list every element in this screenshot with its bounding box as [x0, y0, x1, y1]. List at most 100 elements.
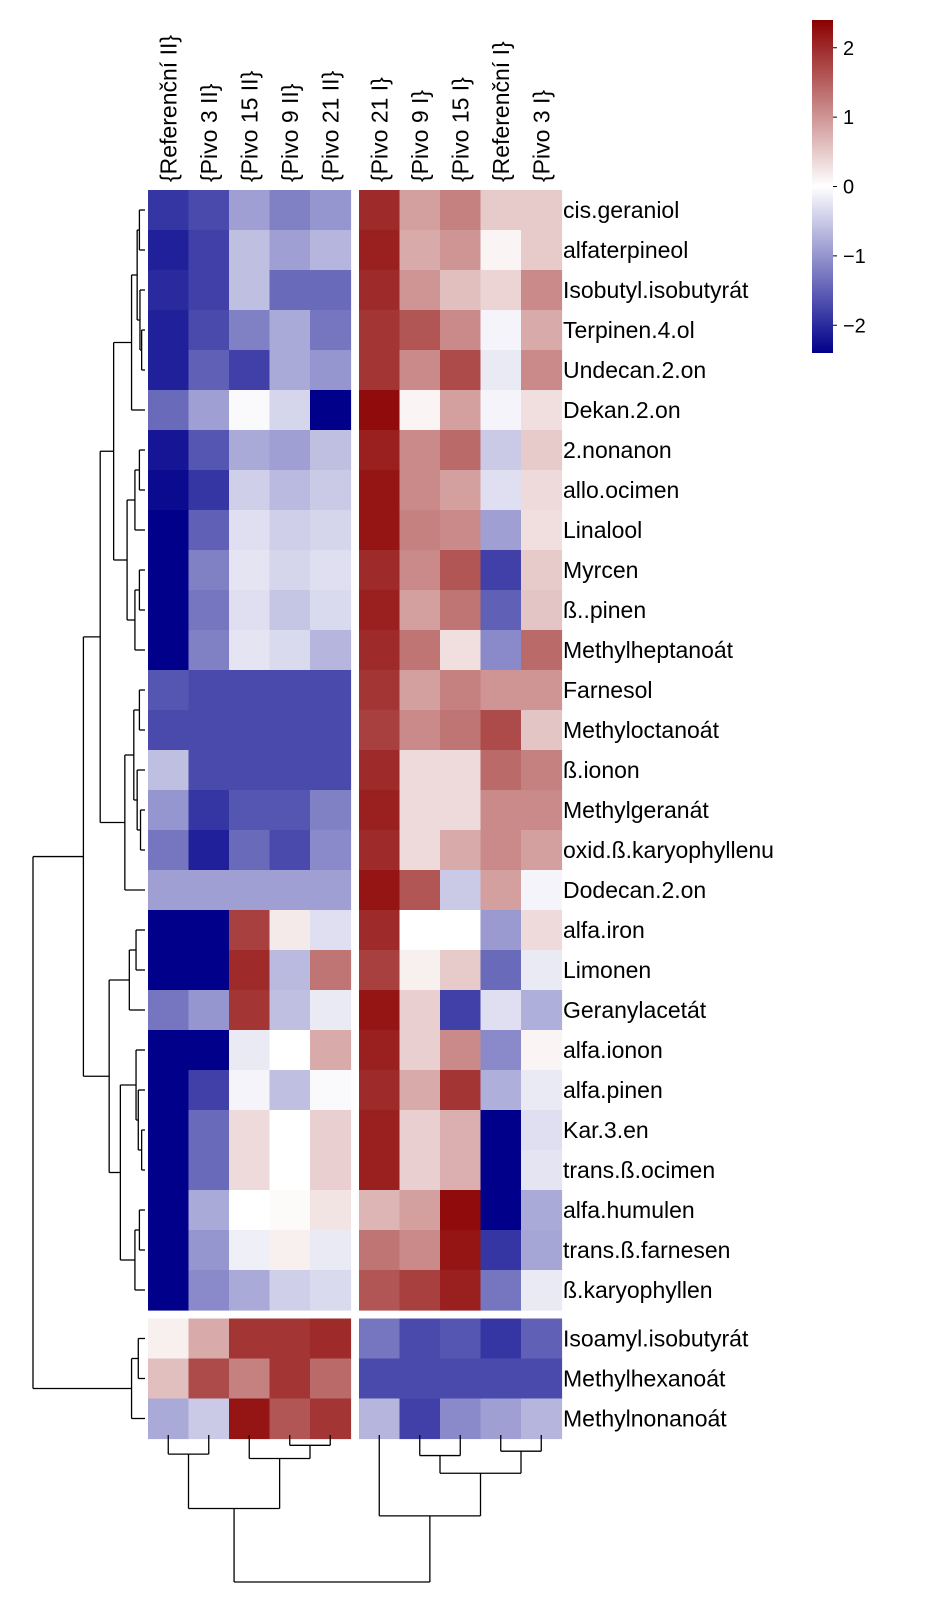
heatmap-cell [148, 1318, 190, 1360]
row-label: trans.ß.ocimen [563, 1157, 715, 1183]
heatmap-cell [188, 470, 230, 511]
heatmap-cell [399, 550, 441, 591]
heatmap-cell [359, 990, 401, 1031]
heatmap-cell [269, 1190, 311, 1231]
heatmap-cell [399, 1030, 441, 1071]
legend-tick-label: 0 [843, 177, 854, 199]
heatmap-cell [399, 270, 441, 311]
heatmap-cell [521, 270, 563, 311]
row-label: Undecan.2.on [563, 357, 706, 383]
heatmap-cell [399, 990, 441, 1031]
row-label: oxid.ß.karyophyllenu [563, 837, 774, 863]
heatmap-cell [359, 350, 401, 391]
column-label: {Referenční II} [155, 35, 181, 182]
heatmap-cell [310, 1070, 352, 1111]
heatmap-cell [188, 1270, 230, 1311]
column-labels: {Referenční II} {Pivo 3 II} {Pivo 15 II} {P… [155, 35, 554, 182]
row-labels: cis.geraniol alfaterpineol Isobutyl.isobut… [563, 197, 774, 1432]
heatmap-cell [359, 310, 401, 351]
heatmap-cell [521, 1270, 563, 1311]
heatmap-cell [269, 630, 311, 671]
row-label: alfaterpineol [563, 237, 688, 263]
heatmap-cell [229, 390, 271, 431]
heatmap-cell [310, 390, 352, 431]
heatmap-cell [229, 710, 271, 751]
heatmap-cell [521, 350, 563, 391]
column-label: {Pivo 3 I} [528, 90, 554, 182]
heatmap-cell [310, 1190, 352, 1231]
heatmap-cell [310, 350, 352, 391]
heatmap-cell [148, 1110, 190, 1151]
heatmap-cell [188, 350, 230, 391]
heatmap-cell [310, 190, 352, 231]
heatmap-cell [310, 1030, 352, 1071]
heatmap-cell [310, 270, 352, 311]
column-label: {Pivo 9 II} [277, 83, 303, 182]
heatmap-cell [229, 550, 271, 591]
heatmap-cell [148, 270, 190, 311]
heatmap-cell [188, 1070, 230, 1111]
heatmap-cell [269, 950, 311, 991]
heatmap-cell [148, 750, 190, 791]
heatmap-cell [440, 1070, 482, 1111]
heatmap-cell [310, 510, 352, 551]
heatmap-cell [480, 1230, 522, 1271]
heatmap-cell [359, 670, 401, 711]
row-label: ß.ionon [563, 757, 640, 783]
heatmap-cell [480, 550, 522, 591]
row-dendrogram [32, 209, 145, 1420]
heatmap-cell [269, 1150, 311, 1191]
heatmap-cell [188, 390, 230, 431]
heatmap-cell [521, 670, 563, 711]
heatmap-cell [269, 790, 311, 831]
heatmap-cell [229, 1030, 271, 1071]
heatmap-cell [188, 870, 230, 911]
heatmap-cell [310, 470, 352, 511]
heatmap-cell [399, 870, 441, 911]
heatmap-cell [480, 350, 522, 391]
heatmap-cell [521, 910, 563, 951]
heatmap-cell [480, 510, 522, 551]
heatmap-cell [359, 830, 401, 871]
heatmap-cell [229, 1150, 271, 1191]
row-label: cis.geraniol [563, 197, 679, 223]
row-label: allo.ocimen [563, 477, 679, 503]
row-label: Isoamyl.isobutyrát [563, 1326, 749, 1352]
heatmap-cell [269, 750, 311, 791]
heatmap-cell [359, 390, 401, 431]
heatmap-cell [310, 870, 352, 911]
heatmap-cell [310, 910, 352, 951]
heatmap-cell [269, 230, 311, 271]
heatmap-cell [480, 950, 522, 991]
heatmap-cell [440, 950, 482, 991]
heatmap-cell [359, 1150, 401, 1191]
row-label: Methylheptanoát [563, 637, 734, 663]
row-label: Methylhexanoát [563, 1366, 726, 1392]
heatmap-cell [188, 590, 230, 631]
heatmap-cell [359, 1110, 401, 1151]
heatmap-cell [310, 670, 352, 711]
heatmap-cell [480, 1030, 522, 1071]
heatmap-cell [521, 390, 563, 431]
heatmap-cell [399, 1110, 441, 1151]
heatmap-cells [148, 190, 563, 1440]
heatmap-cell [480, 1070, 522, 1111]
row-label: ß.karyophyllen [563, 1277, 713, 1303]
heatmap-cell [521, 310, 563, 351]
row-label: alfa.ionon [563, 1037, 663, 1063]
heatmap-cell [440, 430, 482, 471]
heatmap-cell [440, 1030, 482, 1071]
heatmap-cell [480, 790, 522, 831]
heatmap-cell [521, 1398, 563, 1440]
heatmap-cell [310, 310, 352, 351]
heatmap-cell [188, 550, 230, 591]
heatmap-cell [440, 790, 482, 831]
heatmap-cell [188, 630, 230, 671]
heatmap-cell [480, 390, 522, 431]
heatmap-cell [399, 1190, 441, 1231]
heatmap-cell [269, 390, 311, 431]
heatmap-cell [229, 1190, 271, 1231]
heatmap-cell [440, 870, 482, 911]
heatmap-cell [148, 990, 190, 1031]
